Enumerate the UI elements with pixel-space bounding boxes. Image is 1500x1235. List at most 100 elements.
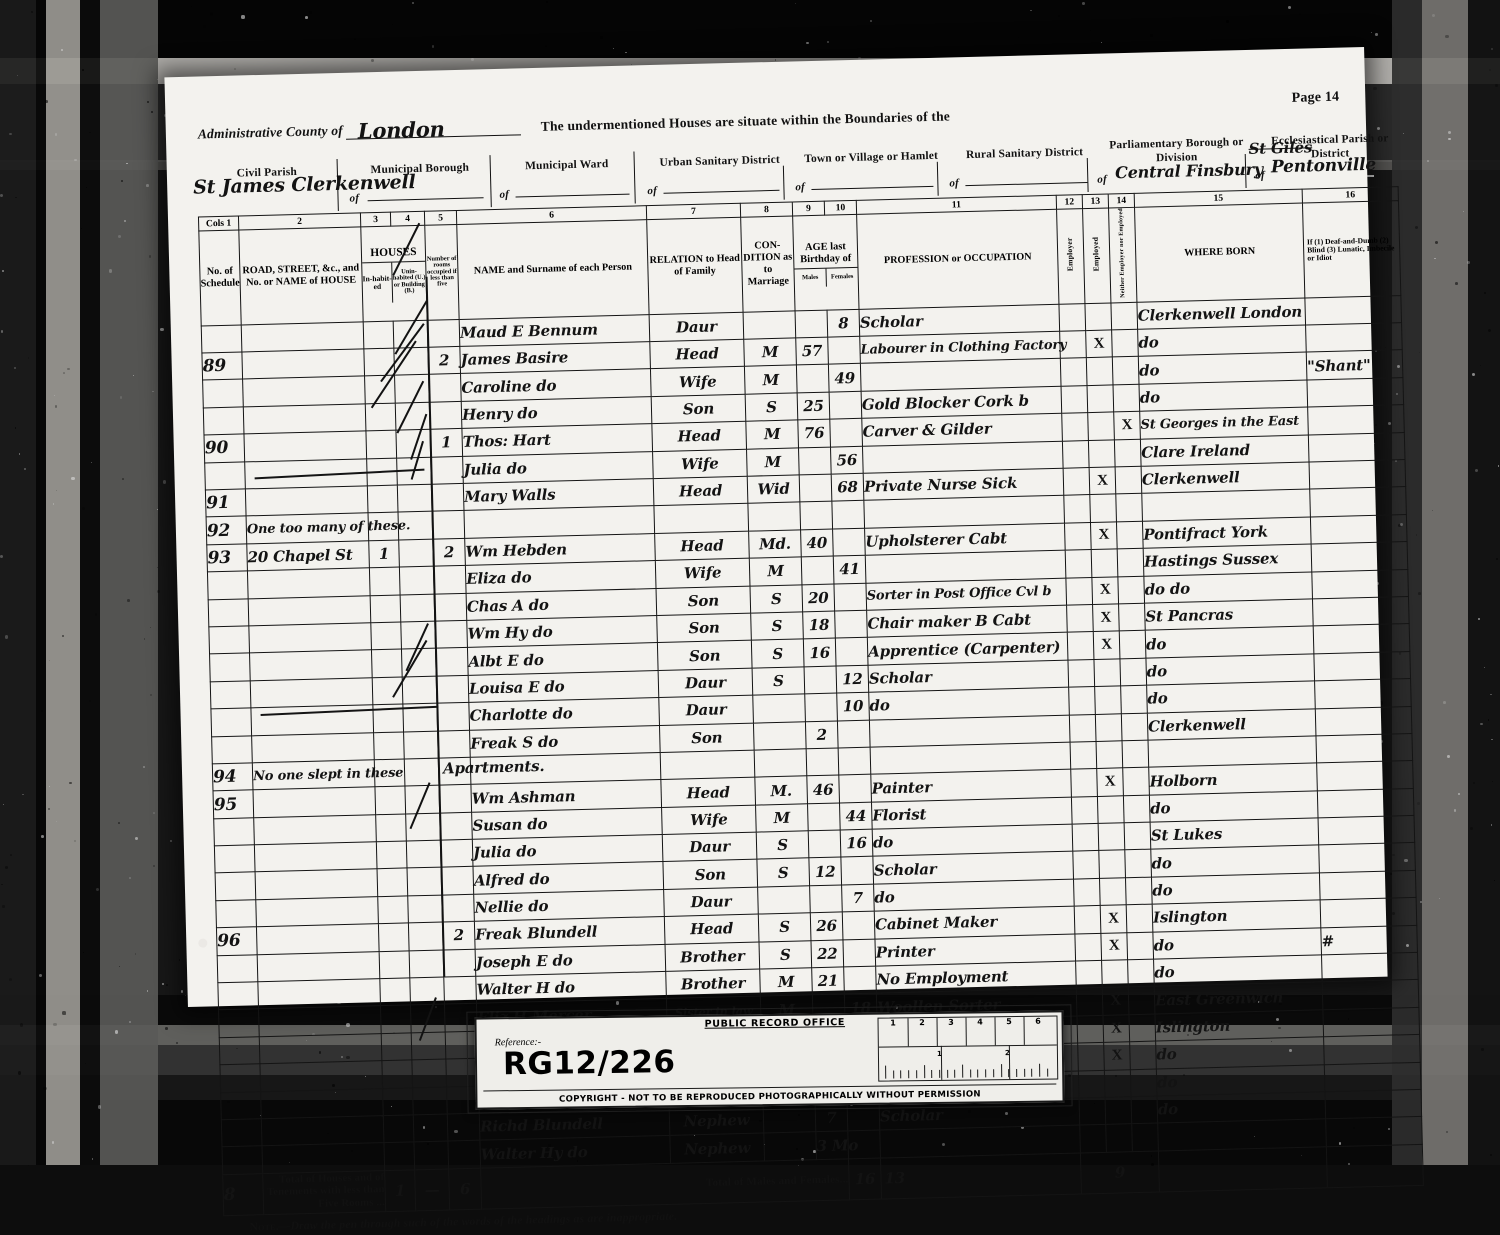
houses-uninhabited-cell bbox=[405, 785, 440, 813]
scale-num-6: 6 bbox=[1023, 1017, 1052, 1045]
total-houses-uninhabited: — bbox=[415, 1169, 450, 1211]
schedule-cell bbox=[220, 1064, 261, 1092]
ecclesiastical-struck-label: St Giles bbox=[1248, 138, 1312, 158]
houses-inhabited-cell bbox=[372, 677, 403, 705]
employer-cell bbox=[1071, 796, 1098, 824]
age-female-cell bbox=[835, 610, 868, 638]
road-cell bbox=[247, 568, 370, 598]
road-cell bbox=[250, 678, 373, 708]
houses-uninhabited-cell bbox=[403, 703, 438, 731]
infirmity-cell bbox=[1324, 1035, 1421, 1065]
employed-cell: X bbox=[1089, 467, 1116, 495]
where-born-cell: do bbox=[1157, 1092, 1326, 1124]
ruler-tick bbox=[1031, 1069, 1032, 1077]
houses-inhabited-cell bbox=[371, 622, 402, 650]
totals-blank-born bbox=[1158, 1147, 1327, 1192]
rooms-cell bbox=[434, 593, 467, 621]
scale-num-1: 1 bbox=[879, 1018, 909, 1046]
employed-cell bbox=[1088, 412, 1115, 440]
neither-cell bbox=[1129, 1014, 1156, 1042]
age-female-cell bbox=[828, 336, 861, 364]
total-males: 16 bbox=[849, 1158, 882, 1200]
schedule-cell bbox=[221, 1091, 262, 1119]
employer-cell bbox=[1059, 303, 1086, 331]
town-village-rule bbox=[811, 186, 933, 190]
colnum-13: 13 bbox=[1082, 194, 1108, 209]
age-female-cell bbox=[834, 583, 867, 611]
schedule-cell bbox=[219, 1009, 260, 1037]
schedule-cell bbox=[211, 708, 252, 736]
employed-cell: X bbox=[1100, 905, 1127, 933]
where-born-cell: Islington bbox=[1155, 1010, 1324, 1042]
rooms-cell: 1 bbox=[430, 429, 463, 457]
houses-inhabited-cell bbox=[381, 1033, 412, 1061]
schedule-cell bbox=[216, 900, 257, 928]
employed-cell bbox=[1095, 686, 1122, 714]
urban-sanitary-label: Urban Sanitary District bbox=[640, 153, 800, 170]
relation-cell: Head bbox=[653, 476, 748, 506]
road-cell bbox=[249, 623, 372, 653]
age-female-cell: 68 bbox=[831, 473, 864, 501]
neither-cell bbox=[1111, 302, 1138, 330]
colnum-9: 9 bbox=[792, 201, 824, 216]
neither-cell bbox=[1119, 631, 1146, 659]
schedule-cell bbox=[221, 1119, 262, 1147]
header-houses-group: HOUSES In-habit-ed Unin-habited (U.) or … bbox=[361, 225, 427, 321]
where-born-cell bbox=[1158, 1119, 1327, 1151]
employed-cell bbox=[1099, 878, 1126, 906]
relation-cell: Head bbox=[661, 777, 756, 807]
road-cell bbox=[253, 787, 376, 817]
where-born-cell: Islington bbox=[1152, 900, 1321, 932]
infirmity-cell bbox=[1322, 952, 1419, 982]
houses-uninhabited-cell bbox=[414, 1141, 449, 1169]
age-female-cell: 44 bbox=[839, 802, 872, 830]
age-male-cell: 26 bbox=[810, 912, 843, 940]
employed-cell bbox=[1085, 303, 1112, 331]
condition-cell bbox=[743, 311, 796, 340]
rural-sanitary-rule bbox=[965, 182, 1087, 186]
road-cell bbox=[260, 1061, 383, 1091]
where-born-cell: do bbox=[1156, 1064, 1325, 1096]
houses-uninhabited-cell bbox=[408, 895, 443, 923]
employed-cell: X bbox=[1092, 576, 1119, 604]
employer-cell bbox=[1062, 413, 1089, 441]
employed-cell: X bbox=[1103, 1015, 1130, 1043]
header-condition: CON-DITION as to Marriage bbox=[741, 216, 795, 312]
condition-cell: M bbox=[760, 968, 813, 997]
rural-sanitary-of: of bbox=[949, 177, 959, 189]
houses-uninhabited-cell bbox=[401, 649, 436, 677]
scale-num-3: 3 bbox=[936, 1018, 966, 1046]
scale-num-4: 4 bbox=[965, 1017, 995, 1045]
employer-cell bbox=[1079, 1097, 1106, 1125]
condition-cell: M bbox=[756, 803, 809, 832]
parliamentary-division-value: Central Finsbury bbox=[1115, 160, 1263, 183]
age-male-cell bbox=[810, 885, 843, 913]
header-relation: RELATION to Head of Family bbox=[647, 217, 743, 314]
header-neither: Neither Employer nor Employed bbox=[1109, 207, 1137, 302]
where-born-cell: Clerkenwell bbox=[1141, 462, 1310, 494]
employed-cell bbox=[1091, 549, 1118, 577]
infirmity-cell bbox=[1324, 1062, 1421, 1092]
rooms-cell: 2 bbox=[428, 347, 461, 375]
employer-cell bbox=[1077, 1015, 1104, 1043]
age-male-cell: 18 bbox=[803, 611, 836, 639]
employer-cell bbox=[1074, 878, 1101, 906]
houses-uninhabited-cell bbox=[406, 840, 441, 868]
houses-inhabited-cell bbox=[380, 978, 411, 1006]
condition-cell bbox=[753, 694, 806, 723]
road-cell bbox=[262, 1143, 385, 1173]
employer-cell bbox=[1069, 714, 1096, 742]
age-female-cell bbox=[835, 638, 868, 666]
employer-cell bbox=[1064, 495, 1091, 523]
neither-cell: X bbox=[1114, 411, 1141, 439]
age-female-cell: 7 bbox=[842, 884, 875, 912]
employed-cell bbox=[1087, 385, 1114, 413]
condition-cell: S bbox=[759, 940, 812, 969]
employed-cell bbox=[1096, 741, 1123, 769]
schedule-cell bbox=[219, 1037, 260, 1065]
condition-cell: S bbox=[758, 913, 811, 942]
road-cell bbox=[261, 1116, 384, 1146]
employed-cell bbox=[1094, 659, 1121, 687]
infirmity-cell bbox=[1316, 733, 1413, 763]
houses-uninhabited-cell bbox=[404, 758, 439, 786]
